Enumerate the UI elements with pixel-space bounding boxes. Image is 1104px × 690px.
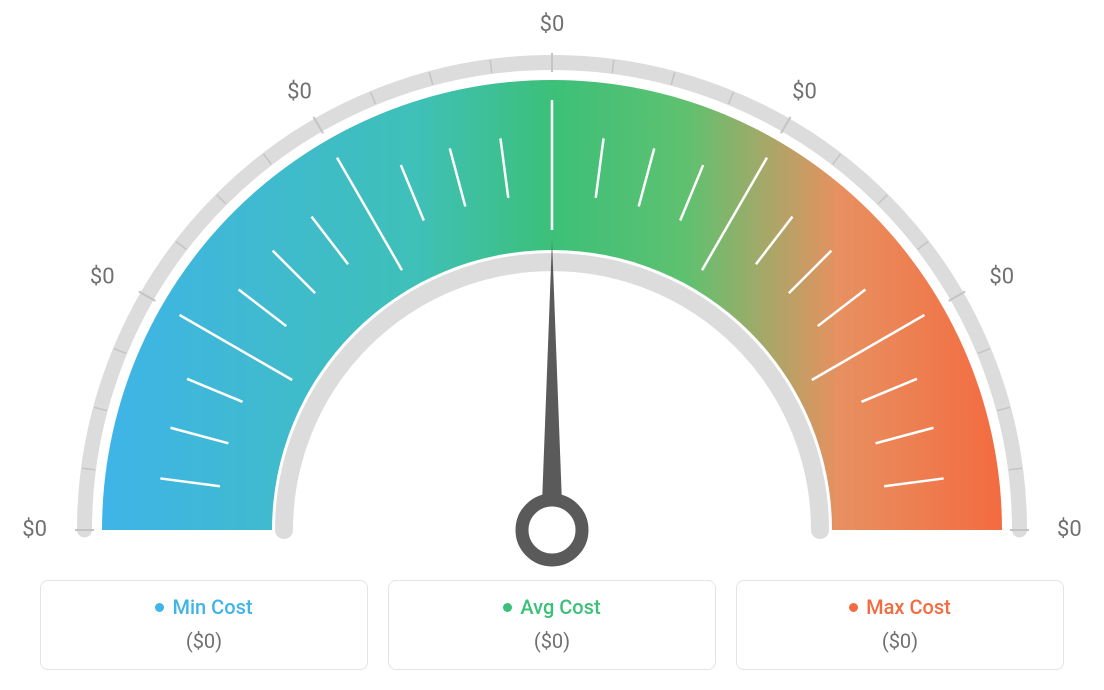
gauge-area: $0 $0 $0 $0 $0 $0 $0: [22, 10, 1082, 570]
legend-value: ($0): [747, 629, 1053, 653]
dot-icon: [155, 603, 164, 612]
legend-card-max: Max Cost ($0): [736, 580, 1064, 670]
legend-value: ($0): [399, 629, 705, 653]
svg-text:$0: $0: [792, 80, 817, 105]
legend-title-max: Max Cost: [747, 595, 1053, 619]
legend-card-min: Min Cost ($0): [40, 580, 368, 670]
gauge-svg: $0 $0 $0 $0 $0 $0 $0: [22, 10, 1082, 570]
legend-label: Max Cost: [866, 595, 951, 619]
legend-label: Avg Cost: [520, 595, 600, 619]
legend-title-avg: Avg Cost: [399, 595, 705, 619]
dot-icon: [849, 603, 858, 612]
svg-text:$0: $0: [989, 265, 1014, 290]
svg-text:$0: $0: [90, 265, 115, 290]
svg-text:$0: $0: [287, 80, 312, 105]
svg-text:$0: $0: [22, 517, 47, 542]
svg-text:$0: $0: [1057, 517, 1082, 542]
gauge-chart-container: { "gauge": { "type": "gauge", "center_x"…: [0, 0, 1104, 690]
legend-row: Min Cost ($0) Avg Cost ($0) Max Cost ($0…: [40, 580, 1064, 670]
legend-title-min: Min Cost: [51, 595, 357, 619]
legend-card-avg: Avg Cost ($0): [388, 580, 716, 670]
svg-text:$0: $0: [540, 12, 565, 37]
legend-value: ($0): [51, 629, 357, 653]
dot-icon: [503, 603, 512, 612]
legend-label: Min Cost: [172, 595, 252, 619]
